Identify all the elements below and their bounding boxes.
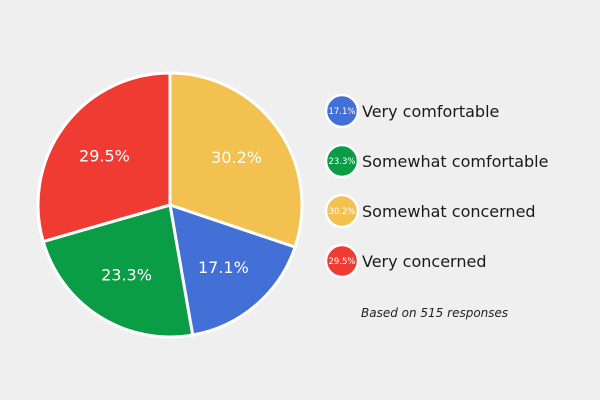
pie-slice-label: 29.5%	[79, 147, 130, 166]
legend: 17.1% Very comfortable 23.3% Somewhat comfo…	[324, 93, 548, 279]
legend-swatch	[324, 143, 360, 179]
pie-slice-somewhat-concerned	[168, 71, 304, 249]
legend-swatch	[324, 93, 360, 129]
legend-item: 30.2% Somewhat concerned	[324, 193, 536, 229]
pie-slice-labels: 30.2% 17.1% 23.3% 29.5%	[79, 147, 262, 285]
responses-note: Based on 515 responses	[361, 306, 508, 320]
legend-item: 29.5% Very concerned	[324, 243, 486, 279]
legend-label: Very concerned	[362, 252, 486, 271]
legend-swatch-value: 23.3%	[328, 157, 355, 167]
pie-slice-label: 23.3%	[101, 266, 152, 285]
pie-slice-label: 17.1%	[198, 258, 249, 277]
legend-swatch-value: 29.5%	[328, 257, 355, 267]
pie-slices	[36, 71, 304, 339]
legend-swatch	[324, 243, 360, 279]
legend-item: 17.1% Very comfortable	[324, 93, 499, 129]
legend-label: Somewhat comfortable	[362, 152, 548, 171]
pie-slice-very-comfortable	[168, 203, 297, 337]
legend-swatch-value: 30.2%	[328, 207, 355, 217]
legend-label: Very comfortable	[362, 102, 499, 121]
legend-swatch	[324, 193, 360, 229]
pie-slice-somewhat-comfortable	[41, 203, 195, 339]
pie-slice-very-concerned	[36, 71, 172, 244]
legend-swatch-value: 17.1%	[328, 107, 355, 117]
legend-label: Somewhat concerned	[362, 202, 536, 221]
legend-item: 23.3% Somewhat comfortable	[324, 143, 548, 179]
pie-slice-label: 30.2%	[211, 148, 262, 167]
